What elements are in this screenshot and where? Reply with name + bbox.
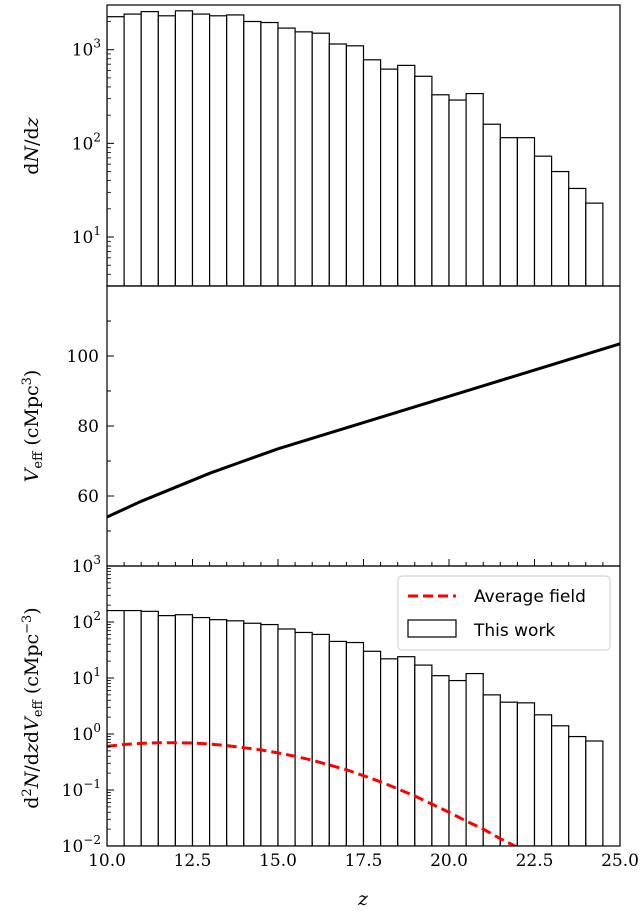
y-tick-label: 103 — [72, 553, 101, 577]
x-tick-label: 17.5 — [345, 851, 383, 871]
histogram-bar — [499, 137, 518, 286]
legend-this-work-swatch — [407, 619, 457, 638]
histogram-bar — [465, 672, 484, 846]
y-tick-label: 103 — [72, 37, 101, 61]
histogram-bar — [465, 92, 484, 286]
histogram-bar — [585, 202, 604, 286]
bottom-histogram — [107, 609, 604, 846]
histogram-bar — [123, 13, 142, 286]
histogram-bar — [174, 614, 194, 846]
histogram-bar — [533, 714, 553, 846]
histogram-bar — [243, 622, 262, 846]
histogram-bar — [550, 170, 570, 286]
top-ylabel: dN/dz — [21, 116, 43, 174]
histogram-bar — [397, 656, 416, 846]
histogram-bar — [414, 664, 433, 846]
top-histogram — [107, 10, 604, 286]
middle-panel-frame — [106, 285, 621, 567]
y-tick-label: 102 — [72, 130, 101, 154]
histogram-bar — [550, 725, 570, 846]
histogram-bar — [277, 27, 296, 286]
histogram-bar — [157, 615, 177, 846]
xlabel: z — [357, 888, 369, 910]
legend-this-work-label: This work — [473, 621, 555, 641]
histogram-bar — [516, 702, 536, 846]
histogram-bar — [362, 59, 382, 286]
x-tick-label: 20.0 — [430, 851, 468, 871]
histogram-bar — [362, 650, 382, 846]
histogram-bar — [140, 11, 159, 286]
histogram-bar — [431, 94, 450, 286]
bottom-panel-frame — [106, 565, 621, 847]
x-tick-label: 25.0 — [601, 851, 639, 871]
histogram-bar — [226, 14, 245, 286]
bottom-ylabel: d2N/dzdVeff (cMpc−3) — [20, 607, 46, 808]
histogram-bar — [191, 616, 211, 846]
histogram-bar — [277, 628, 296, 846]
histogram-bar — [431, 675, 450, 846]
histogram-bar — [516, 137, 536, 286]
middle-ylabel: Veff (cMpc3) — [20, 370, 46, 483]
histogram-bar — [397, 64, 416, 286]
tick-labels: 101 102 103 60 80 100 10−2 10−1 100 101 102 103 10.0… — [62, 37, 639, 871]
histogram-bar — [174, 10, 194, 286]
y-tick-label: 101 — [72, 224, 101, 248]
histogram-bar — [226, 620, 245, 846]
histogram-bar — [448, 679, 467, 846]
histogram-bar — [568, 735, 587, 846]
histogram-bar — [191, 13, 211, 286]
histogram-bar — [260, 623, 279, 846]
histogram-bar — [243, 20, 262, 286]
y-tick-label: 10−1 — [62, 777, 101, 801]
x-tick-label: 10.0 — [88, 851, 126, 871]
y-tick-label: 60 — [77, 487, 99, 507]
y-tick-label: 10−2 — [62, 833, 101, 857]
histogram-bar — [380, 68, 399, 286]
average-field-curve — [107, 741, 519, 846]
legend-average-field-label: Average field — [474, 587, 586, 607]
histogram-bar — [294, 31, 313, 286]
histogram-bar — [482, 694, 501, 846]
x-tick-label: 12.5 — [174, 851, 212, 871]
histogram-bar — [157, 15, 177, 286]
histogram-bar — [311, 32, 330, 286]
histogram-bar — [107, 609, 125, 846]
veff-curve — [107, 342, 620, 519]
histogram-bar — [140, 610, 159, 846]
legend: Average field This work — [397, 575, 611, 651]
histogram-bar — [568, 187, 587, 286]
average-field-line — [107, 741, 519, 846]
histogram-bar — [482, 123, 501, 286]
histogram-bar — [328, 43, 347, 286]
y-tick-label: 100 — [72, 721, 101, 745]
histogram-bar — [311, 633, 330, 846]
histogram-bar — [345, 641, 365, 846]
histogram-bar — [448, 99, 467, 286]
histogram-bar — [380, 658, 399, 846]
histogram-bar — [294, 631, 313, 846]
y-tick-label: 100 — [67, 347, 99, 367]
histogram-bar — [414, 75, 433, 286]
histogram-bar — [345, 45, 365, 286]
y-tick-label: 80 — [77, 417, 99, 437]
x-tick-label: 22.5 — [516, 851, 554, 871]
histogram-bar — [260, 21, 279, 286]
x-tick-label: 15.0 — [259, 851, 297, 871]
histogram-bar — [533, 155, 553, 286]
histogram-bar — [585, 740, 604, 846]
histogram-bar — [209, 619, 228, 846]
histogram-bar — [499, 701, 518, 846]
y-tick-label: 101 — [72, 665, 101, 689]
histogram-bar — [209, 15, 228, 286]
histogram-bar — [107, 16, 125, 286]
histogram-bar — [123, 609, 142, 846]
veff-line — [107, 342, 620, 519]
histogram-bar — [328, 640, 347, 846]
y-tick-label: 102 — [72, 609, 101, 633]
